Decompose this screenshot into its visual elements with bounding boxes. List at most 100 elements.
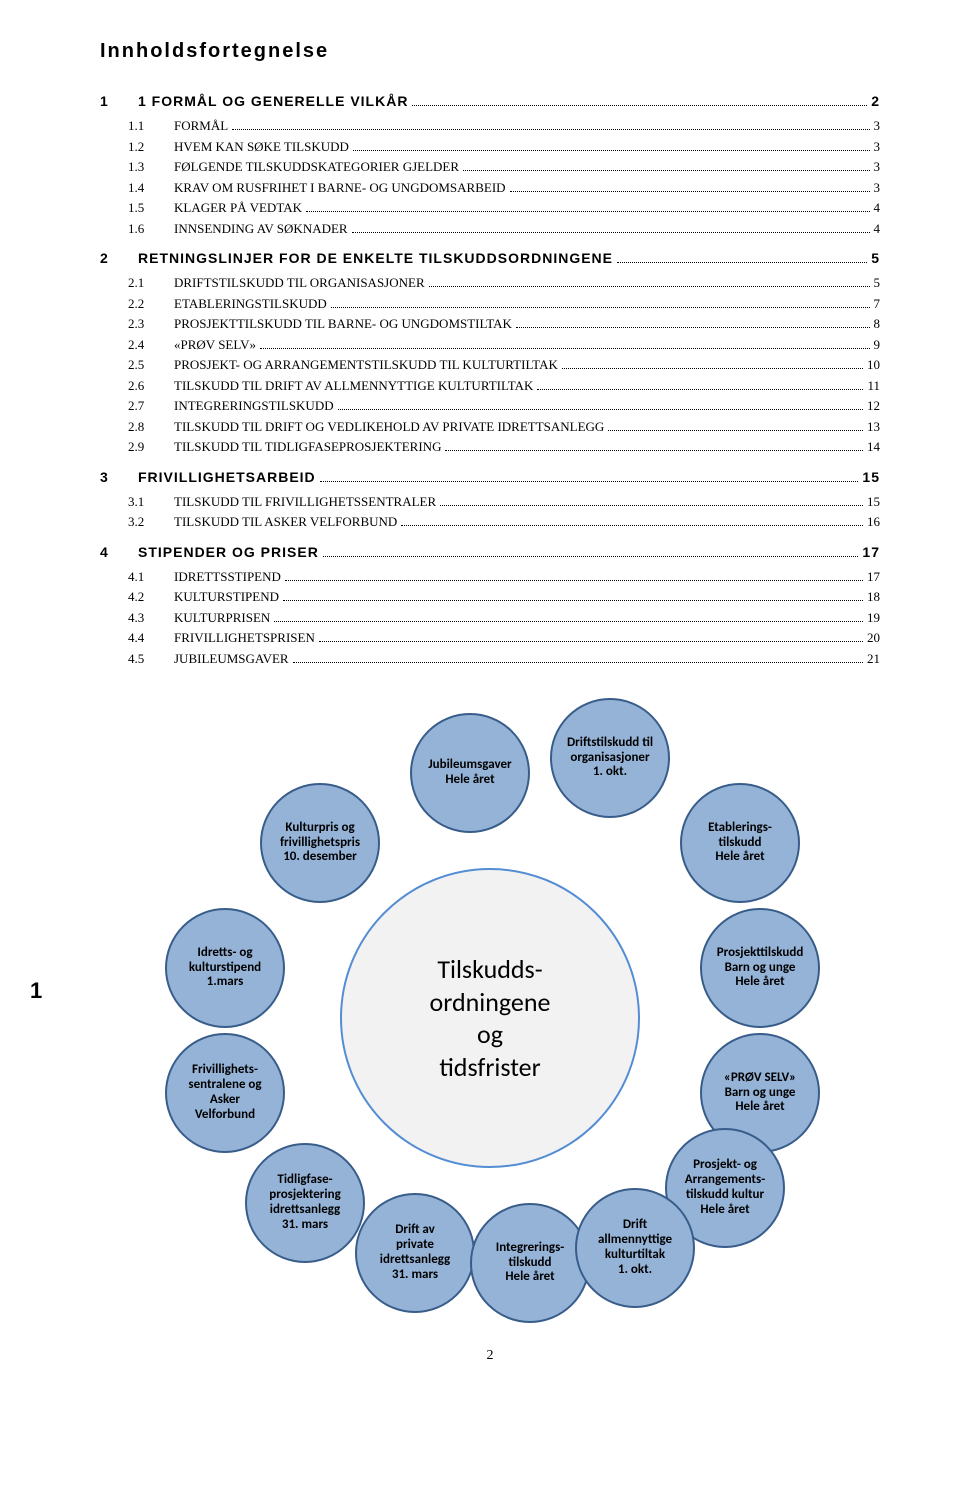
toc-label: JUBILEUMSGAVER <box>174 649 289 669</box>
diagram-node-drift-priv: Drift avprivateidrettsanlegg31. mars <box>355 1193 475 1313</box>
toc-page: 5 <box>871 248 880 269</box>
toc-page: 16 <box>867 512 880 532</box>
toc-page: 13 <box>867 417 880 437</box>
diagram-center-text: Tilskudds-ordningeneogtidsfrister <box>430 953 551 1083</box>
toc-number: 4.2 <box>128 587 164 607</box>
toc-entry: 2.2 ETABLERINGSTILSKUDD 7 <box>100 294 880 314</box>
diagram-node-label: Kulturpris ogfrivillighetspris10. desemb… <box>280 821 360 866</box>
toc-page: 20 <box>867 628 880 648</box>
toc-number: 2.3 <box>128 314 164 334</box>
toc-number: 2.7 <box>128 396 164 416</box>
toc-leader <box>608 420 863 430</box>
toc-page: 5 <box>874 273 881 293</box>
toc-number: 2.1 <box>128 273 164 293</box>
toc-entry: 4.1IDRETTSSTIPEND17 <box>100 567 880 587</box>
toc-number: 1.6 <box>128 219 164 239</box>
toc-entry: 4.4FRIVILLIGHETSPRISEN20 <box>100 628 880 648</box>
diagram-node-label: Driftstilskudd tilorganisasjoner1. okt. <box>567 736 653 781</box>
toc-label: KULTURSTIPEND <box>174 587 279 607</box>
toc-leader <box>319 632 863 642</box>
toc-label: PROSJEKT- OG ARRANGEMENTSTILSKUDD TIL KU… <box>174 355 558 375</box>
toc-leader <box>323 545 859 556</box>
diagram-center: Tilskudds-ordningeneogtidsfrister <box>340 868 640 1168</box>
toc-entry: 1.3FØLGENDE TILSKUDDSKATEGORIER GJELDER3 <box>100 157 880 177</box>
toc-label: STIPENDER OG PRISER <box>138 542 319 563</box>
toc-label: INNSENDING AV SØKNADER <box>174 219 348 239</box>
circular-diagram: Tilskudds-ordningeneogtidsfristerJubileu… <box>190 748 790 1288</box>
diagram-node-label: Integrerings-tilskuddHele året <box>496 1241 565 1286</box>
toc-number: 4 <box>100 542 128 563</box>
toc-leader <box>617 252 867 263</box>
toc-number: 4.3 <box>128 608 164 628</box>
toc-section: 2RETNINGSLINJER FOR DE ENKELTE TILSKUDDS… <box>100 248 880 269</box>
toc-label: RETNINGSLINJER FOR DE ENKELTE TILSKUDDSO… <box>138 248 613 269</box>
toc-page: 21 <box>867 649 880 669</box>
toc-page: 7 <box>874 294 881 314</box>
toc-number: 2.8 <box>128 417 164 437</box>
toc-label: TILSKUDD TIL ASKER VELFORBUND <box>174 512 397 532</box>
toc-number: 2.5 <box>128 355 164 375</box>
toc-label: FØLGENDE TILSKUDDSKATEGORIER GJELDER <box>174 157 459 177</box>
toc-number: 1.2 <box>128 137 164 157</box>
toc-page: 10 <box>867 355 880 375</box>
toc-leader <box>429 277 870 287</box>
toc-page: 15 <box>867 492 880 512</box>
toc-number: 2.4 <box>128 335 164 355</box>
toc-leader <box>463 161 869 171</box>
toc-label: TILSKUDD TIL DRIFT AV ALLMENNYTTIGE KULT… <box>174 376 533 396</box>
toc-page: 2 <box>871 91 880 112</box>
toc-page: 19 <box>867 608 880 628</box>
toc-entry: 4.5JUBILEUMSGAVER21 <box>100 649 880 669</box>
diagram-node-label: Driftallmennyttigekulturtiltak1. okt. <box>598 1218 672 1278</box>
toc-entry: 1.5KLAGER PÅ VEDTAK4 <box>100 198 880 218</box>
diagram-node-label: Drift avprivateidrettsanlegg31. mars <box>380 1223 450 1283</box>
toc-leader <box>232 120 869 130</box>
toc-label: KLAGER PÅ VEDTAK <box>174 198 302 218</box>
toc-label: ETABLERINGSTILSKUDD <box>174 294 327 314</box>
toc-number: 4.4 <box>128 628 164 648</box>
table-of-contents: 11 FORMÅL OG GENERELLE VILKÅR21.1FORMÅL3… <box>100 91 880 668</box>
toc-entry: 2.6TILSKUDD TIL DRIFT AV ALLMENNYTTIGE K… <box>100 376 880 396</box>
toc-entry: 2.1 DRIFTSTILSKUDD TIL ORGANISASJONER 5 <box>100 273 880 293</box>
toc-page: 9 <box>874 335 881 355</box>
page-number: 2 <box>100 1348 880 1364</box>
toc-page: 3 <box>874 157 881 177</box>
toc-entry: 4.2KULTURSTIPEND18 <box>100 587 880 607</box>
toc-label: PROSJEKTTILSKUDD TIL BARNE- OG UNGDOMSTI… <box>174 314 512 334</box>
toc-label: TILSKUDD TIL TIDLIGFASEPROSJEKTERING <box>174 437 441 457</box>
toc-section: 3FRIVILLIGHETSARBEID15 <box>100 467 880 488</box>
toc-label: DRIFTSTILSKUDD TIL ORGANISASJONER <box>174 273 425 293</box>
diagram-node-label: Idretts- ogkulturstipend1.mars <box>189 946 261 991</box>
diagram-node-label: Frivillighets-sentralene ogAskerVelforbu… <box>188 1063 261 1123</box>
toc-number: 3.1 <box>128 492 164 512</box>
toc-label: HVEM KAN SØKE TILSKUDD <box>174 137 349 157</box>
toc-page: 8 <box>874 314 881 334</box>
toc-page: 3 <box>874 137 881 157</box>
toc-entry: 3.2TILSKUDD TIL ASKER VELFORBUND16 <box>100 512 880 532</box>
diagram-node-label: ProsjekttilskuddBarn og ungeHele året <box>717 946 804 991</box>
toc-label: FRIVILLIGHETSARBEID <box>138 467 316 488</box>
diagram-node-label: Etablerings-tilskuddHele året <box>708 821 772 866</box>
toc-label: FORMÅL <box>174 116 228 136</box>
toc-label: TILSKUDD TIL DRIFT OG VEDLIKEHOLD AV PRI… <box>174 417 604 437</box>
diagram-node-label: Prosjekt- ogArrangements-tilskudd kultur… <box>685 1158 765 1218</box>
toc-leader <box>331 297 870 307</box>
diagram-node-label: Tidligfase-prosjekteringidrettsanlegg31.… <box>269 1173 341 1233</box>
toc-page: 4 <box>874 198 881 218</box>
diagram-node-drift-allm: Driftallmennyttigekulturtiltak1. okt. <box>575 1188 695 1308</box>
toc-entry: 4.3KULTURPRISEN19 <box>100 608 880 628</box>
toc-label: TILSKUDD TIL FRIVILLIGHETSSENTRALER <box>174 492 436 512</box>
toc-page: 3 <box>874 178 881 198</box>
toc-entry: 2.5 PROSJEKT- OG ARRANGEMENTSTILSKUDD TIL… <box>100 355 880 375</box>
toc-leader <box>293 652 863 662</box>
section-number: 1 <box>30 978 42 1004</box>
page-title: Innholdsfortegnelse <box>100 40 880 63</box>
toc-leader <box>510 181 870 191</box>
toc-number: 2.9 <box>128 437 164 457</box>
toc-number: 2.2 <box>128 294 164 314</box>
toc-entry: 2.9TILSKUDD TIL TIDLIGFASEPROSJEKTERING1… <box>100 437 880 457</box>
toc-leader <box>306 202 870 212</box>
toc-label: INTEGRERINGSTILSKUDD <box>174 396 334 416</box>
toc-label: 1 FORMÅL OG GENERELLE VILKÅR <box>138 91 408 112</box>
toc-leader <box>445 441 863 451</box>
